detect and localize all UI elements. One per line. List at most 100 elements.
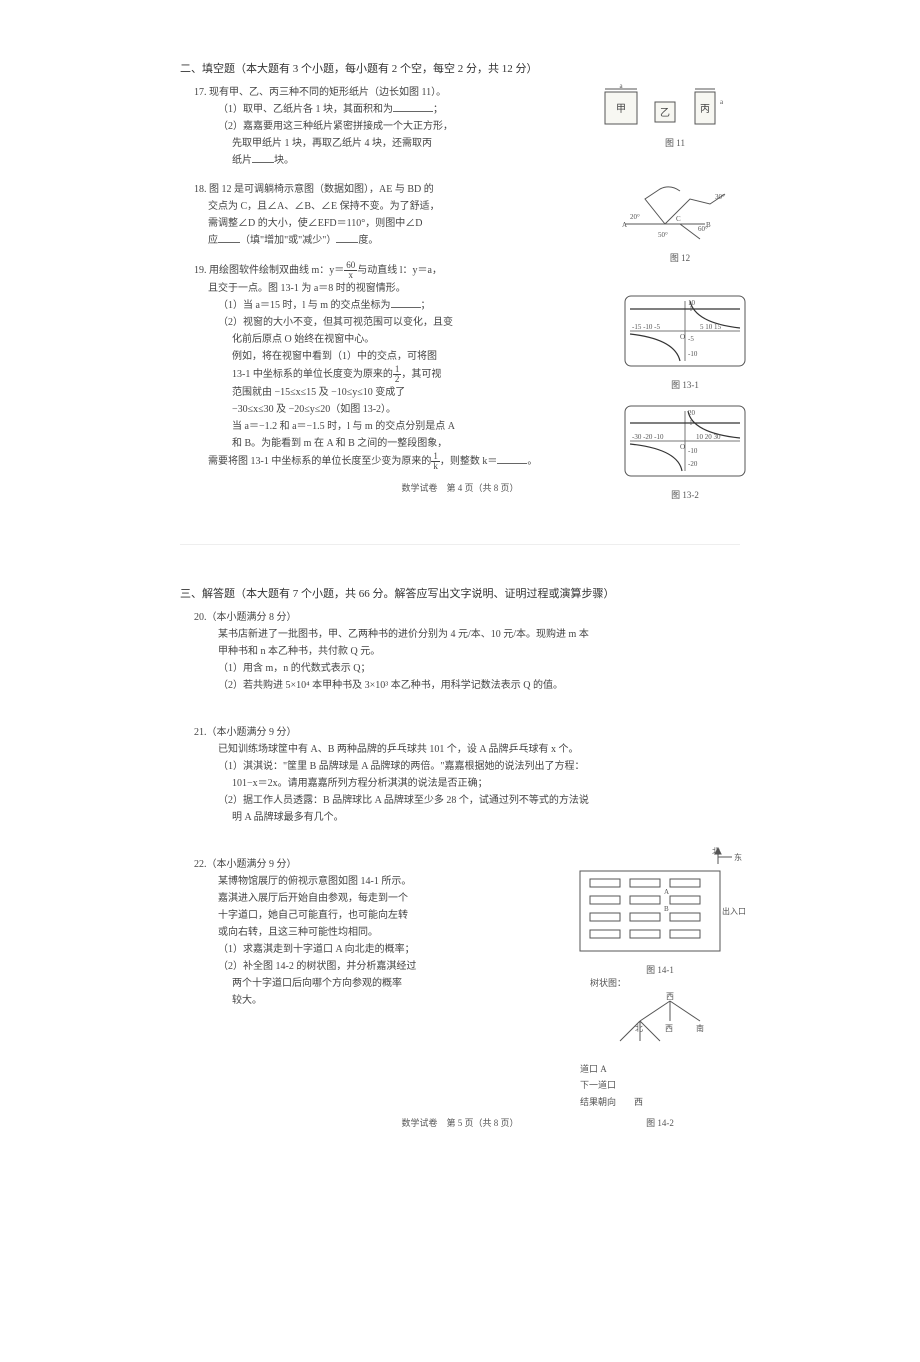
blank [393, 102, 433, 112]
fraction-1-over-k: 1k [431, 452, 440, 471]
q21-p1a: （1）淇淇说："筐里 B 品牌球是 A 品牌球的两倍。"嘉嘉根据她的说法列出了方… [218, 758, 740, 775]
tree-title: 树状图： [590, 976, 750, 991]
svg-text:a: a [720, 98, 724, 106]
q21-title: 21.（本小题满分 9 分） [194, 727, 297, 738]
q22-l3: 十字道口，她自己可能直行，也可能向左转 [218, 907, 498, 924]
blank [218, 233, 240, 243]
section-3-header: 三、解答题（本大题有 7 个小题，共 66 分。解答应写出文字说明、证明过程或演… [180, 585, 740, 601]
figure-13-1: 10 -15 -10 -5 5 10 15 -5 -10 O l 图 13-1 [620, 291, 750, 393]
q19: 19. 用绘图软件绘制双曲线 m：y＝60x与动直线 l：y＝a， 且交于一点。… [194, 261, 740, 471]
svg-text:-10: -10 [688, 350, 698, 358]
svg-text:乙: 乙 [660, 107, 670, 119]
q22-p2b: 两个十字道口后向哪个方向参观的概率 [232, 975, 502, 992]
q19-p2d-a: 13-1 中坐标系的单位长度变为原来的 [232, 369, 393, 380]
svg-text:甲: 甲 [616, 104, 626, 115]
q22-title: 22.（本小题满分 9 分） [194, 859, 297, 870]
fig13-2-label: 图 13-2 [620, 488, 750, 503]
svg-text:20: 20 [688, 409, 696, 417]
q22-p1: （1）求嘉淇走到十字道口 A 向北走的概率； [218, 941, 498, 958]
q20-l2: 甲种书和 n 本乙种书，共付款 Q 元。 [218, 643, 740, 660]
svg-text:5 10 15: 5 10 15 [700, 323, 722, 331]
q21: 21.（本小题满分 9 分） 已知训练场球筐中有 A、B 两种品牌的乒乓球共 1… [194, 724, 740, 826]
blank [391, 298, 421, 308]
tree-row-b: 下一道口 [580, 1077, 750, 1093]
svg-text:B: B [706, 221, 711, 229]
section-2-header: 二、填空题（本大题有 3 个小题，每小题有 2 个空，每空 2 分，共 12 分… [180, 60, 740, 76]
blank [252, 153, 274, 163]
tree-row-a: 道口 A [580, 1061, 750, 1077]
fig14-2-label: 图 14-2 [570, 1116, 750, 1131]
svg-text:出入口: 出入口 [722, 906, 746, 916]
figure-14-1: 北 东 A B 出入口 图 14-1 [570, 846, 750, 978]
q20-p2: （2）若共购进 5×10⁴ 本甲种书及 3×10³ 本乙种书，用科学记数法表示 … [218, 677, 740, 694]
figure-14-2: 树状图： 西 北 西 南 道口 A [570, 976, 750, 1131]
q18: 18. 图 12 是可调躺椅示意图（数据如图），AE 与 BD 的 交点为 C，… [194, 181, 740, 249]
svg-text:-10: -10 [688, 447, 698, 455]
q19-p2i-a: 需要将图 13-1 中坐标系的单位长度至少变为原来的 [208, 456, 431, 467]
svg-text:西: 西 [666, 992, 674, 1001]
q21-p2a: （2）据工作人员透露：B 品牌球比 A 品牌球至少多 28 个，试通过列不等式的… [218, 792, 740, 809]
q18-l4c: 度。 [358, 235, 378, 246]
svg-text:东: 东 [734, 852, 742, 862]
svg-text:-15 -10 -5: -15 -10 -5 [632, 323, 660, 331]
svg-text:A: A [622, 221, 627, 229]
fig11-label: 图 11 [600, 136, 750, 151]
q18-l1: 18. 图 12 是可调躺椅示意图（数据如图），AE 与 BD 的 [194, 184, 434, 195]
svg-text:l: l [690, 305, 692, 313]
q19-stem-b: 与动直线 l：y＝a， [357, 265, 442, 276]
q17-p2c-after: 块。 [274, 155, 294, 166]
q22-l2: 嘉淇进入展厅后开始自由参观，每走到一个 [218, 890, 498, 907]
figure-11: 甲 乙 丙 a a 图 11 [600, 84, 750, 151]
q18-l4b: （填"增加"或"减少"） [240, 235, 336, 246]
q19-p2d-b: ，其可视 [401, 369, 441, 380]
svg-text:O: O [680, 333, 685, 341]
q22-l4: 或向右转，且这三种可能性均相同。 [218, 924, 498, 941]
q17: 17. 现有甲、乙、丙三种不同的矩形纸片（边长如图 11）。 （1）取甲、乙纸片… [194, 84, 740, 169]
tree-row-c: 结果朝向 西 [580, 1094, 750, 1110]
svg-text:l: l [690, 419, 692, 427]
svg-text:北: 北 [712, 847, 720, 856]
q20-title: 20.（本小题满分 8 分） [194, 612, 297, 623]
q19-p1b: ； [421, 300, 431, 311]
q17-p2c: 纸片 [232, 155, 252, 166]
svg-text:-30 -20 -10: -30 -20 -10 [632, 433, 664, 441]
q22-p2a: （2）补全图 14-2 的树状图，并分析嘉淇经过 [218, 958, 498, 975]
fraction-60-over-x: 60x [344, 261, 357, 280]
q20-l1: 某书店新进了一批图书，甲、乙两种书的进价分别为 4 元/本、10 元/本。现购进… [218, 626, 740, 643]
svg-text:C: C [676, 215, 681, 223]
q20: 20.（本小题满分 8 分） 某书店新进了一批图书，甲、乙两种书的进价分别为 4… [194, 609, 740, 694]
svg-text:20°: 20° [630, 213, 640, 221]
svg-text:O: O [680, 443, 685, 451]
q17-stem: 17. 现有甲、乙、丙三种不同的矩形纸片（边长如图 11）。 [194, 87, 446, 98]
svg-text:北: 北 [635, 1024, 643, 1033]
svg-text:10 20 30: 10 20 30 [696, 433, 721, 441]
svg-text:50°: 50° [658, 231, 668, 239]
svg-text:30°: 30° [715, 193, 725, 201]
blank [497, 454, 527, 464]
q19-stem-a: 19. 用绘图软件绘制双曲线 m：y＝ [194, 265, 344, 276]
q19-p1a: （1）当 a＝15 时，l 与 m 的交点坐标为 [218, 300, 391, 311]
q21-p1b: 101−x＝2x。请用嘉嘉所列方程分析淇淇的说法是否正确； [232, 775, 740, 792]
q22: 22.（本小题满分 9 分） 某博物馆展厅的俯视示意图如图 14-1 所示。 嘉… [194, 856, 740, 1076]
q22-l1: 某博物馆展厅的俯视示意图如图 14-1 所示。 [218, 873, 498, 890]
svg-text:-20: -20 [688, 460, 698, 468]
figure-12: 20° 50° 60° 30° C A B 图 12 [610, 169, 750, 266]
q17-p1: （1）取甲、乙纸片各 1 块，其面积和为 [218, 104, 393, 115]
svg-text:-5: -5 [688, 335, 694, 343]
svg-text:A: A [664, 888, 669, 896]
q21-l1: 已知训练场球筐中有 A、B 两种品牌的乒乓球共 101 个，设 A 品牌乒乓球有… [218, 741, 740, 758]
svg-text:丙: 丙 [700, 104, 710, 115]
q19-p2i-c: 。 [527, 456, 537, 467]
svg-text:西: 西 [665, 1024, 673, 1033]
svg-text:南: 南 [696, 1023, 704, 1033]
q19-p2i-b: ，则整数 k＝ [440, 456, 498, 467]
q20-p1: （1）用含 m，n 的代数式表示 Q； [218, 660, 740, 677]
q17-p1-after: ； [433, 104, 443, 115]
q21-p2b: 明 A 品牌球最多有几个。 [232, 809, 740, 826]
q18-l4a: 应 [208, 235, 218, 246]
q22-p2c: 较大。 [232, 992, 502, 1009]
svg-text:B: B [664, 905, 669, 913]
blank [336, 233, 358, 243]
figure-13-2: 20 -30 -20 -10 10 20 30 -10 -20 O l 图 13… [620, 401, 750, 503]
fig13-1-label: 图 13-1 [620, 378, 750, 393]
